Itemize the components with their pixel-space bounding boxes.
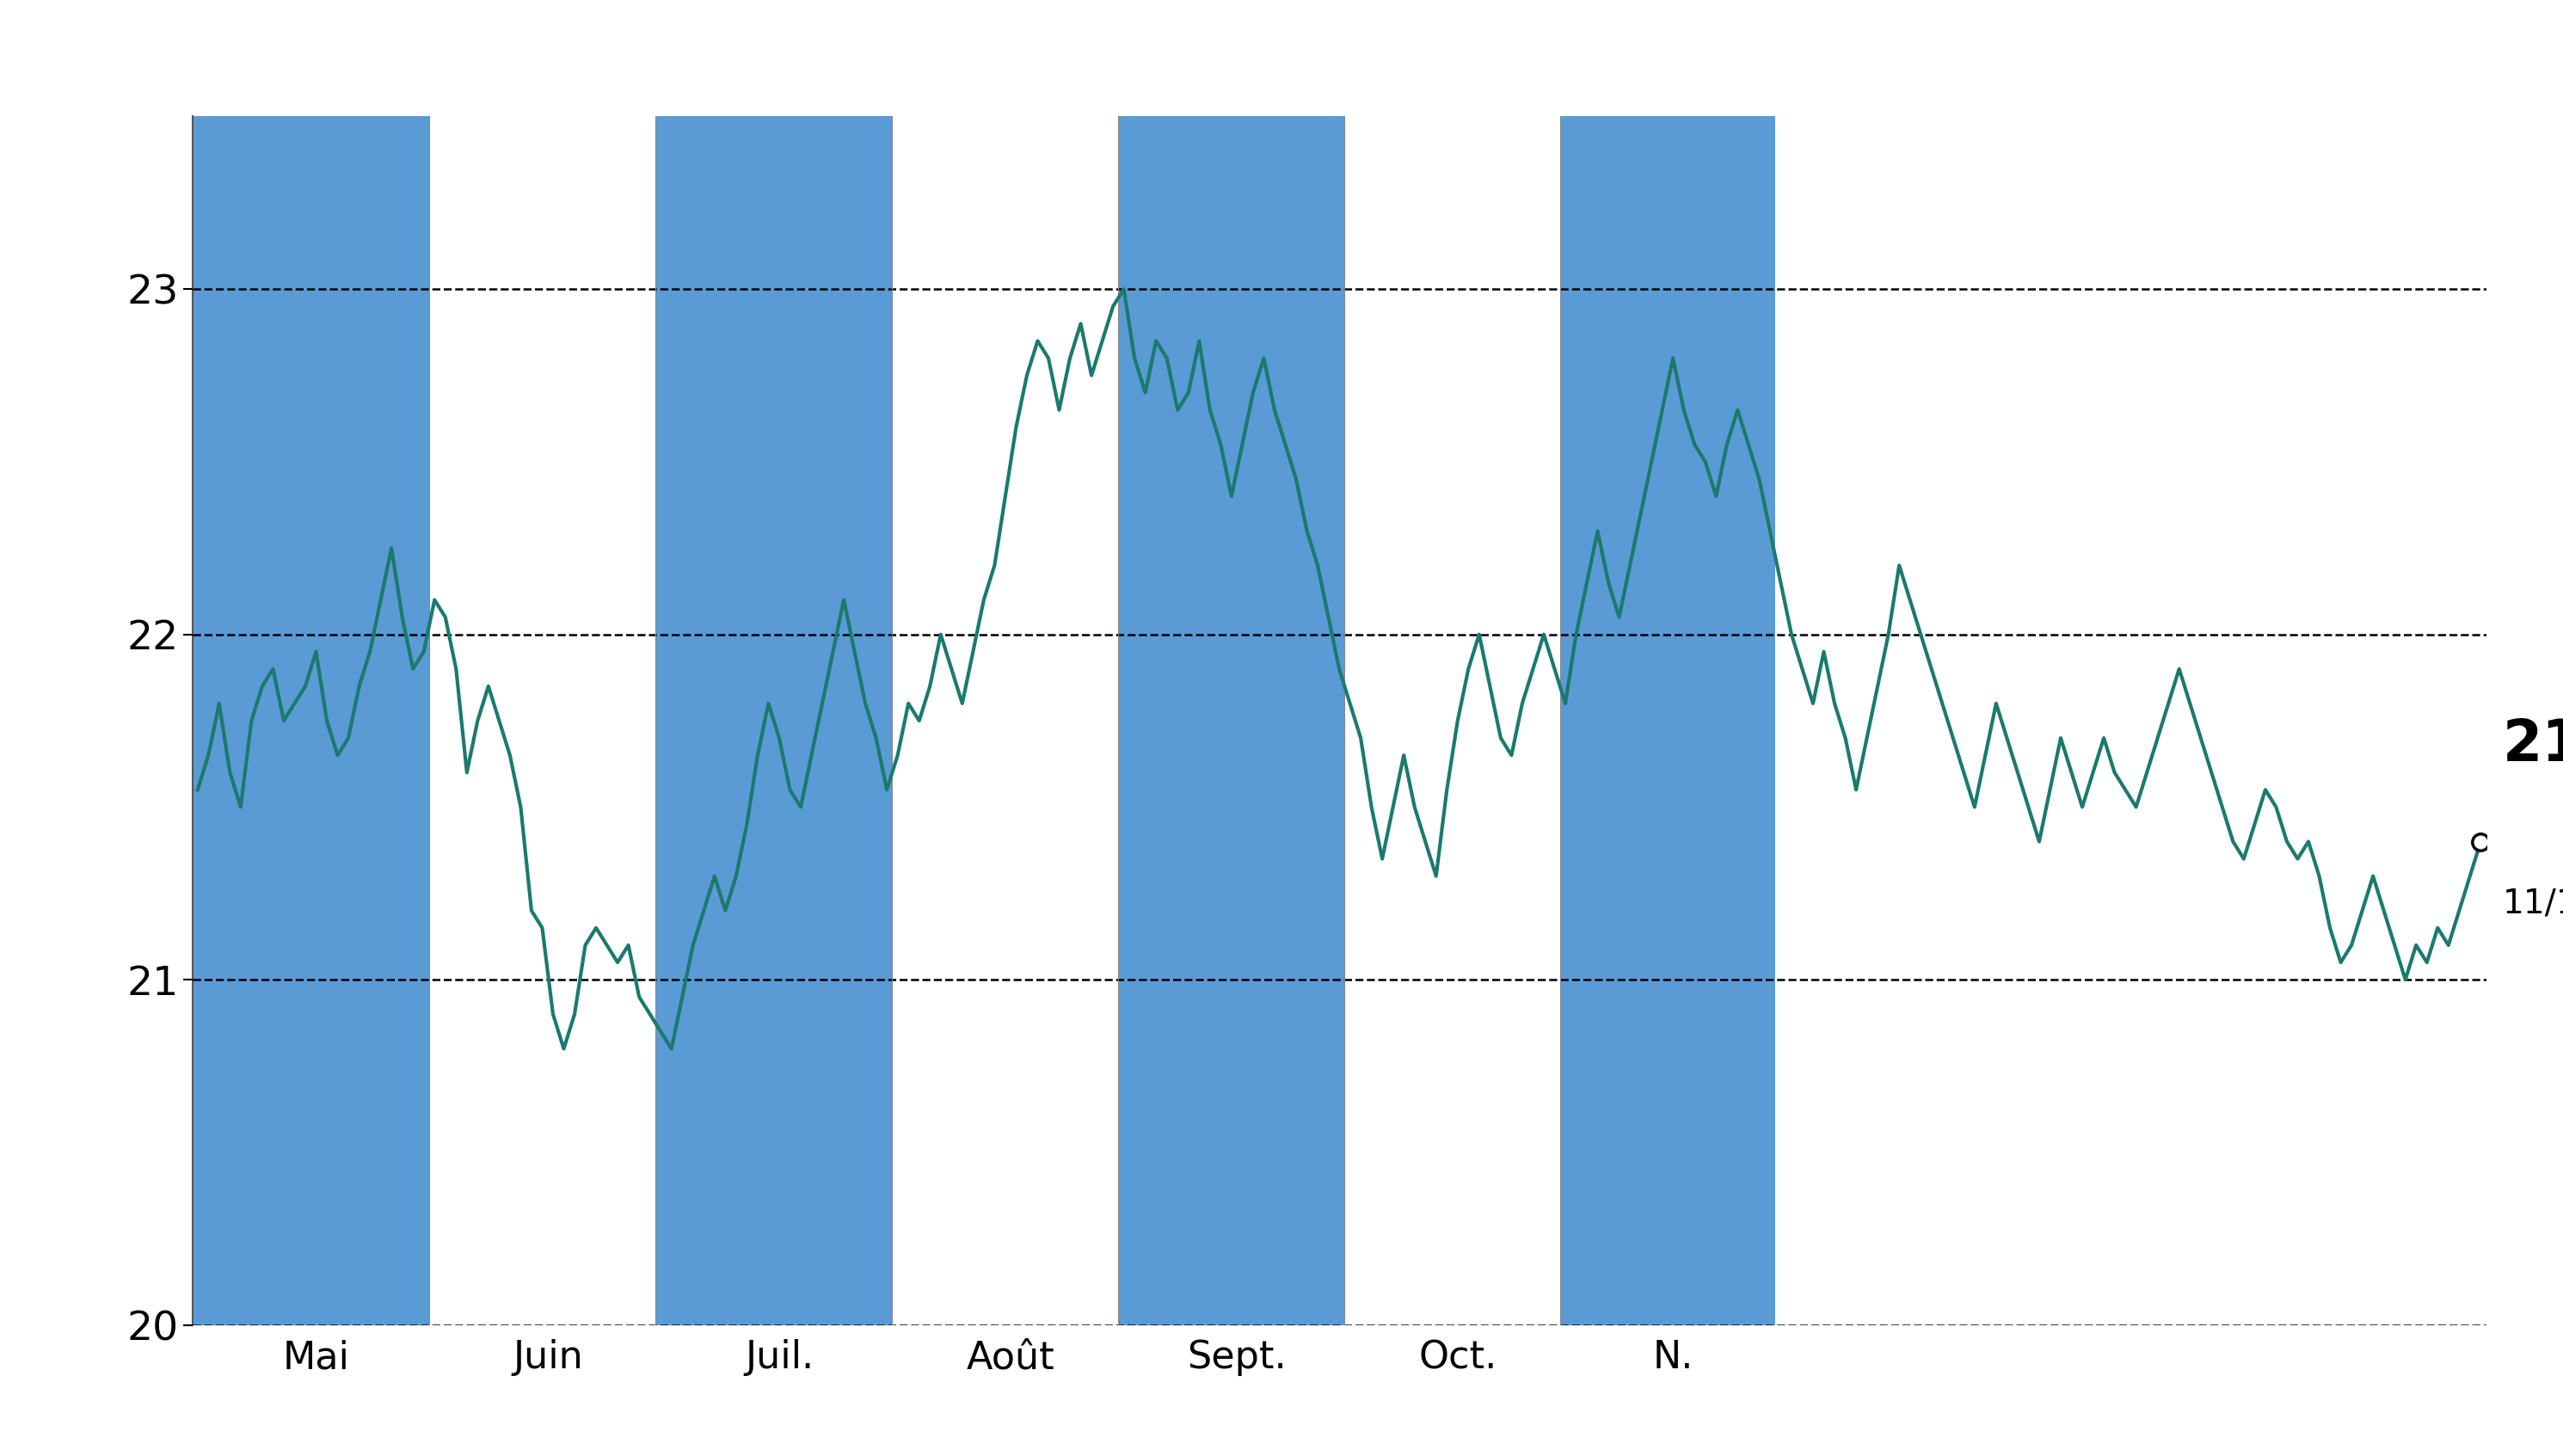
Text: LAGARDERE SA: LAGARDERE SA <box>912 17 1651 102</box>
Text: 11/11: 11/11 <box>2501 887 2563 920</box>
Text: 21,40: 21,40 <box>2501 716 2563 773</box>
